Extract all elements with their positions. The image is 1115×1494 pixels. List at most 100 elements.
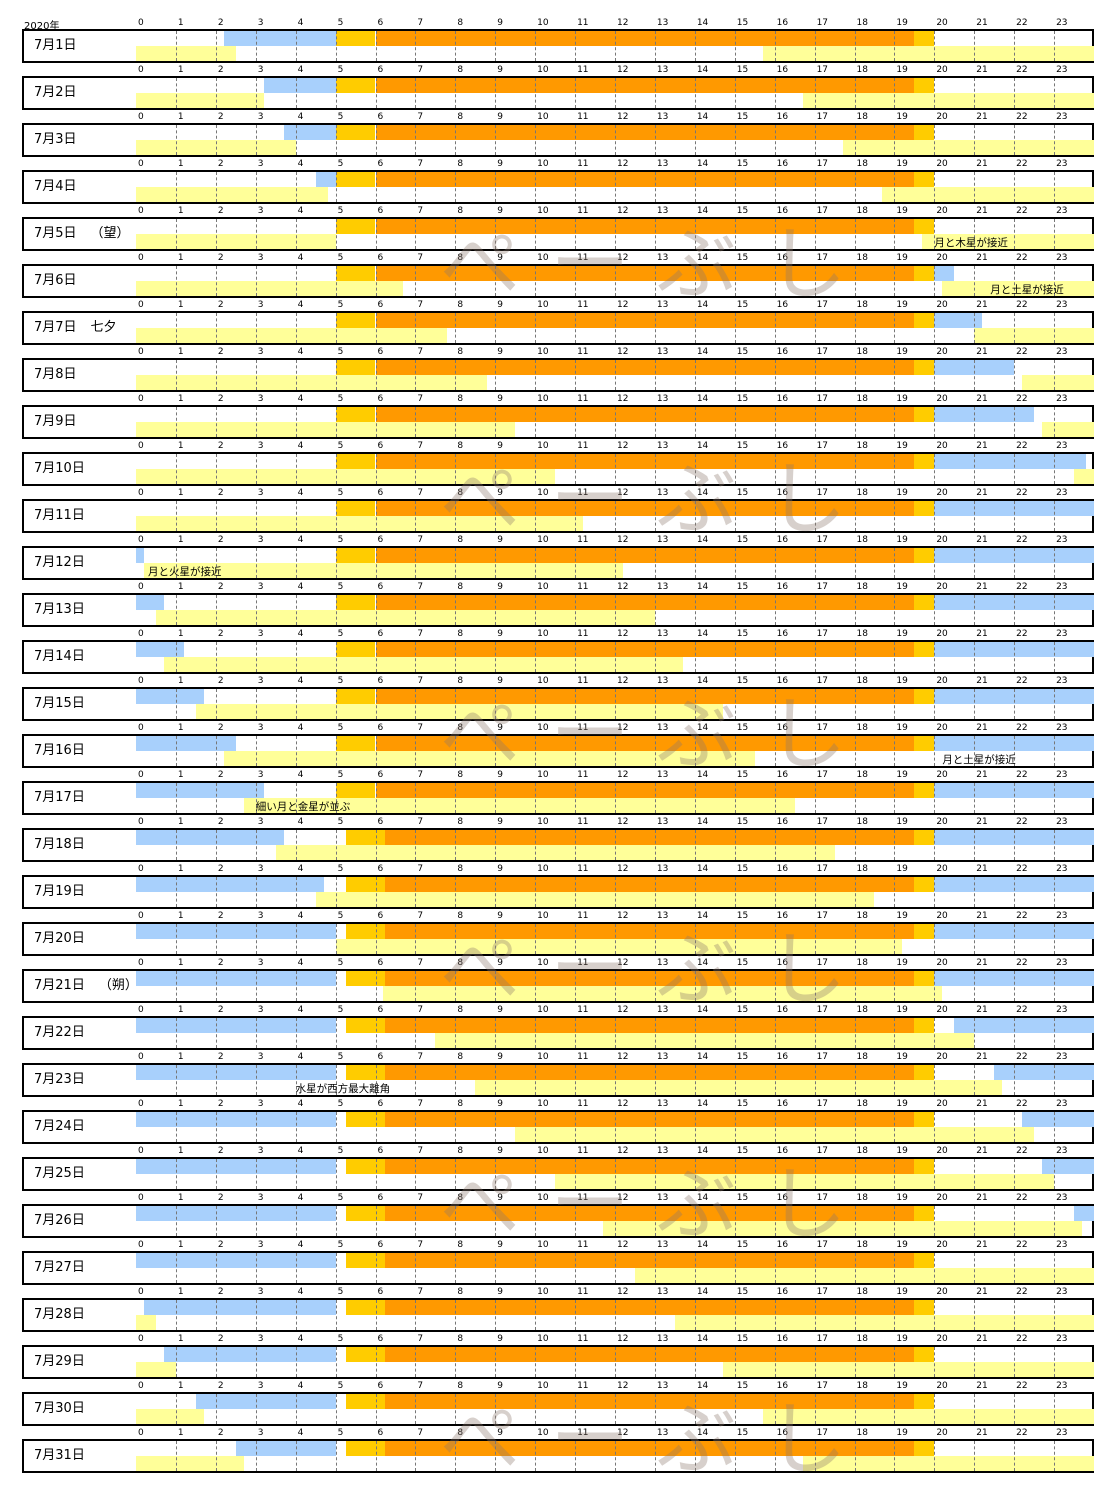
hour-gridline [175, 1159, 177, 1189]
sunset-bar [914, 454, 935, 469]
date-text: 7月11日 [34, 508, 85, 523]
hour-gridline [774, 736, 776, 766]
hour-gridline [734, 360, 736, 390]
hour-gridline [654, 877, 656, 907]
hour-tick-label: 18 [856, 1193, 868, 1203]
day-label: 7月4日 [24, 172, 135, 202]
hour-gridline [175, 1206, 177, 1236]
hour-gridline [615, 219, 616, 249]
hour-gridline [415, 877, 417, 907]
hour-gridline [854, 689, 856, 719]
hour-gridline [255, 1347, 257, 1377]
hour-tick-label: 20 [936, 65, 948, 75]
hour-tick-label: 5 [337, 300, 344, 310]
hour-tick-label: 0 [138, 1193, 144, 1203]
hour-gridline [295, 689, 297, 719]
daylight-bar [385, 1441, 915, 1456]
hour-tick-label: 10 [537, 770, 549, 780]
hour-tick-label: 18 [856, 911, 868, 921]
hour-gridline [615, 736, 616, 766]
hour-tick-label: 14 [696, 1146, 709, 1156]
hour-tick-label: 2 [217, 535, 224, 545]
twilight-bar [143, 1300, 336, 1315]
hour-gridline [934, 313, 936, 343]
hour-tick-label: 12 [617, 535, 629, 545]
hour-gridline [415, 407, 417, 437]
hour-gridline [1054, 1253, 1056, 1283]
hour-tick-label: 9 [497, 1334, 503, 1344]
hour-tick-label: 9 [497, 159, 503, 169]
hour-tick-label: 5 [337, 1381, 344, 1391]
hour-tick-label: 8 [457, 441, 464, 451]
hour-tick-label: 2 [217, 582, 224, 592]
hour-gridline [255, 78, 257, 108]
hour-tick-label: 1 [177, 723, 184, 733]
hour-tick-label: 6 [377, 1428, 384, 1438]
hour-tick-label: 23 [1056, 1193, 1068, 1203]
hour-tick-label: 21 [976, 1287, 988, 1297]
hour-tick-label: 7 [417, 770, 424, 780]
hour-gridline [654, 1018, 656, 1048]
hour-tick-label: 16 [776, 723, 789, 733]
hour-tick-label: 11 [577, 1005, 589, 1015]
hour-tick-label: 23 [1056, 65, 1068, 75]
hour-gridline [495, 172, 497, 202]
hour-gridline [455, 501, 457, 531]
hour-tick-label: 22 [1016, 441, 1028, 451]
hour-tick-label: 21 [976, 112, 988, 122]
daylight-bar [375, 736, 915, 751]
hour-tick-label: 22 [1016, 864, 1028, 874]
hour-tick-label: 2 [217, 1146, 224, 1156]
hour-tick-label: 20 [936, 18, 948, 28]
hour-gridline [215, 642, 217, 672]
day-label: 7月13日 [24, 595, 135, 625]
hour-tick-label: 10 [537, 347, 549, 357]
moon-visible-bar [603, 1221, 1083, 1236]
day-row: 7月17日 細い月と金星が並ぶ [22, 781, 1094, 815]
hour-tick-label: 9 [497, 1146, 503, 1156]
hour-tick-label: 13 [656, 112, 669, 122]
hour-tick-label: 14 [696, 1381, 709, 1391]
hour-gridline [255, 501, 257, 531]
hour-tick-label: 5 [337, 159, 344, 169]
sunset-bar [914, 1206, 935, 1221]
hour-gridline [415, 595, 417, 625]
hour-tick-label: 5 [337, 676, 344, 686]
hour-tick-label: 17 [816, 159, 829, 169]
hour-gridline [1054, 642, 1056, 672]
hour-grid: 月と土星が接近 [136, 736, 1094, 766]
hour-tick-label: 14 [696, 629, 709, 639]
hour-gridline [1014, 877, 1016, 907]
hour-tick-label: 7 [417, 112, 424, 122]
hour-tick-label: 23 [1056, 676, 1068, 686]
hour-tick-label: 8 [457, 1287, 464, 1297]
hour-tick-label: 10 [537, 535, 549, 545]
day-row: 7月2日 [22, 76, 1094, 110]
hour-tick-label: 8 [457, 1428, 464, 1438]
hour-tick-label: 15 [736, 582, 749, 592]
hour-gridline [375, 454, 377, 484]
hour-tick-label: 8 [457, 1005, 464, 1015]
hour-tick-label: 1 [177, 1240, 184, 1250]
hour-tick-label: 6 [377, 159, 384, 169]
hour-gridline [615, 313, 616, 343]
hour-tick-label: 17 [816, 817, 829, 827]
date-text: 7月2日 [34, 85, 77, 100]
hour-tick-label: 14 [696, 1334, 709, 1344]
daylight-bar [385, 924, 915, 939]
hour-tick-label: 1 [177, 1287, 184, 1297]
hour-tick-label: 8 [457, 676, 464, 686]
hour-gridline [694, 783, 696, 813]
hour-gridline [734, 172, 736, 202]
hour-grid [136, 1441, 1094, 1471]
hour-tick-label: 7 [417, 1099, 424, 1109]
twilight-bar [934, 313, 983, 328]
hour-tick-label: 16 [776, 676, 789, 686]
hour-tick-label: 21 [976, 300, 988, 310]
hour-grid [136, 689, 1094, 719]
hour-tick-label: 13 [656, 394, 669, 404]
sunset-bar [914, 924, 935, 939]
hour-tick-label: 11 [577, 817, 589, 827]
hour-tick-label: 19 [896, 394, 908, 404]
hour-gridline [255, 172, 257, 202]
